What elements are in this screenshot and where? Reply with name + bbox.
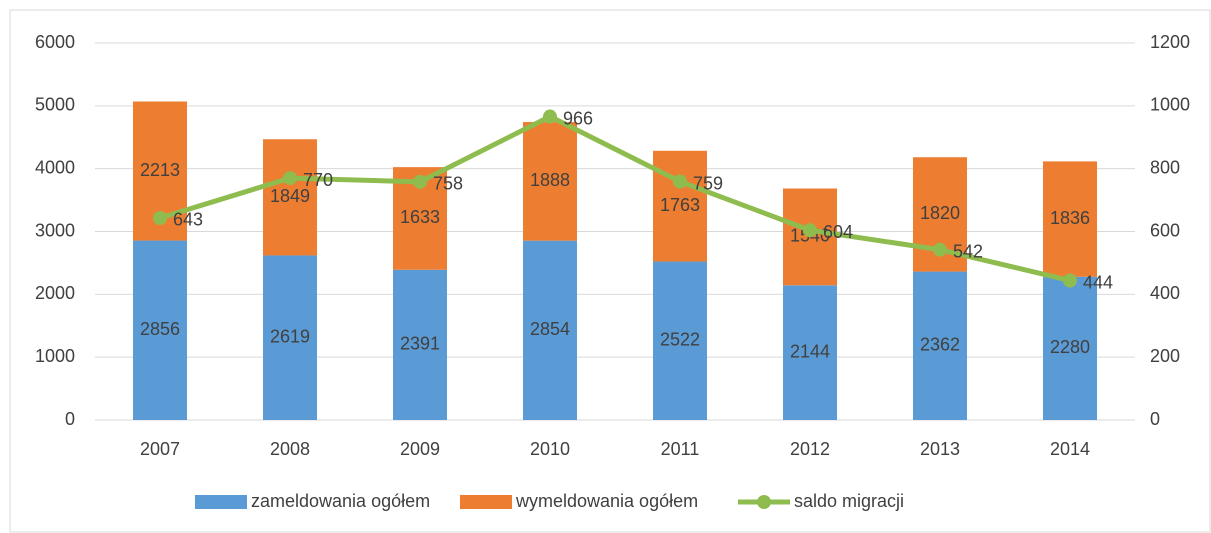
data-label: 2619 bbox=[270, 326, 310, 346]
line-marker bbox=[413, 174, 427, 189]
y2-tick-label: 1000 bbox=[1150, 95, 1190, 115]
data-label: 1849 bbox=[270, 186, 310, 206]
bar bbox=[653, 150, 707, 262]
line-marker bbox=[673, 174, 687, 189]
line-marker bbox=[283, 171, 297, 186]
legend-swatch bbox=[195, 495, 247, 509]
x-tick-label: 2014 bbox=[1050, 439, 1090, 459]
bar bbox=[523, 240, 577, 420]
line bbox=[159, 114, 1071, 283]
y-tick-label: 6000 bbox=[35, 32, 75, 52]
data-label: 1763 bbox=[660, 195, 700, 215]
bar bbox=[393, 269, 447, 420]
data-label: 758 bbox=[433, 174, 463, 194]
bar bbox=[1043, 161, 1097, 277]
legend-swatch bbox=[460, 495, 512, 509]
y2-tick-label: 0 bbox=[1150, 409, 1160, 429]
line-marker bbox=[153, 210, 167, 225]
data-label: 604 bbox=[823, 222, 853, 242]
x-tick-label: 2009 bbox=[400, 439, 440, 459]
data-label: 1820 bbox=[920, 203, 960, 223]
line-marker bbox=[803, 223, 817, 238]
line-marker bbox=[543, 109, 557, 124]
x-tick-label: 2007 bbox=[140, 439, 180, 459]
y-tick-label: 4000 bbox=[35, 157, 75, 177]
y-tick-label: 5000 bbox=[35, 95, 75, 115]
bar bbox=[263, 255, 317, 420]
x-tick-label: 2012 bbox=[790, 439, 830, 459]
legend-label: zameldowania ogółem bbox=[251, 491, 430, 511]
data-label: 2213 bbox=[140, 160, 180, 180]
y2-tick-label: 800 bbox=[1150, 157, 1180, 177]
y2-tick-label: 400 bbox=[1150, 283, 1180, 303]
bar bbox=[1043, 276, 1097, 420]
data-label: 1633 bbox=[400, 207, 440, 227]
data-label: 1836 bbox=[1050, 208, 1090, 228]
data-label: 444 bbox=[1083, 272, 1113, 292]
y-tick-label: 1000 bbox=[35, 346, 75, 366]
data-label: 2362 bbox=[920, 335, 960, 355]
line-marker bbox=[933, 242, 947, 257]
y-tick-label: 0 bbox=[65, 409, 75, 429]
bar bbox=[783, 285, 837, 420]
x-tick-label: 2008 bbox=[270, 439, 310, 459]
data-label: 2856 bbox=[140, 319, 180, 339]
y2-tick-label: 1200 bbox=[1150, 32, 1190, 52]
x-tick-label: 2011 bbox=[661, 439, 700, 459]
legend-marker bbox=[757, 495, 771, 509]
line-marker bbox=[1063, 273, 1077, 288]
data-label: 2522 bbox=[660, 330, 700, 350]
data-label: 770 bbox=[303, 170, 333, 190]
bar bbox=[653, 261, 707, 420]
y2-tick-label: 600 bbox=[1150, 220, 1180, 240]
data-label: 966 bbox=[563, 108, 593, 128]
y2-tick-label: 200 bbox=[1150, 346, 1180, 366]
legend-label: wymeldowania ogółem bbox=[515, 491, 698, 511]
bar bbox=[263, 139, 317, 256]
bar bbox=[913, 271, 967, 420]
bar bbox=[133, 240, 187, 420]
data-label: 2280 bbox=[1050, 337, 1090, 357]
x-tick-label: 2013 bbox=[920, 439, 960, 459]
data-label: 643 bbox=[173, 210, 203, 230]
chart-frame bbox=[9, 9, 1211, 533]
data-label: 542 bbox=[953, 241, 983, 261]
y-tick-label: 2000 bbox=[35, 283, 75, 303]
y-tick-label: 3000 bbox=[35, 220, 75, 240]
x-tick-label: 2010 bbox=[530, 439, 570, 459]
data-label: 2144 bbox=[790, 341, 830, 361]
data-label: 2391 bbox=[400, 334, 440, 354]
data-label: 759 bbox=[693, 173, 723, 193]
data-label: 1888 bbox=[530, 170, 570, 190]
bar bbox=[523, 122, 577, 241]
data-label: 2854 bbox=[530, 319, 570, 339]
legend-label: saldo migracji bbox=[794, 491, 904, 511]
